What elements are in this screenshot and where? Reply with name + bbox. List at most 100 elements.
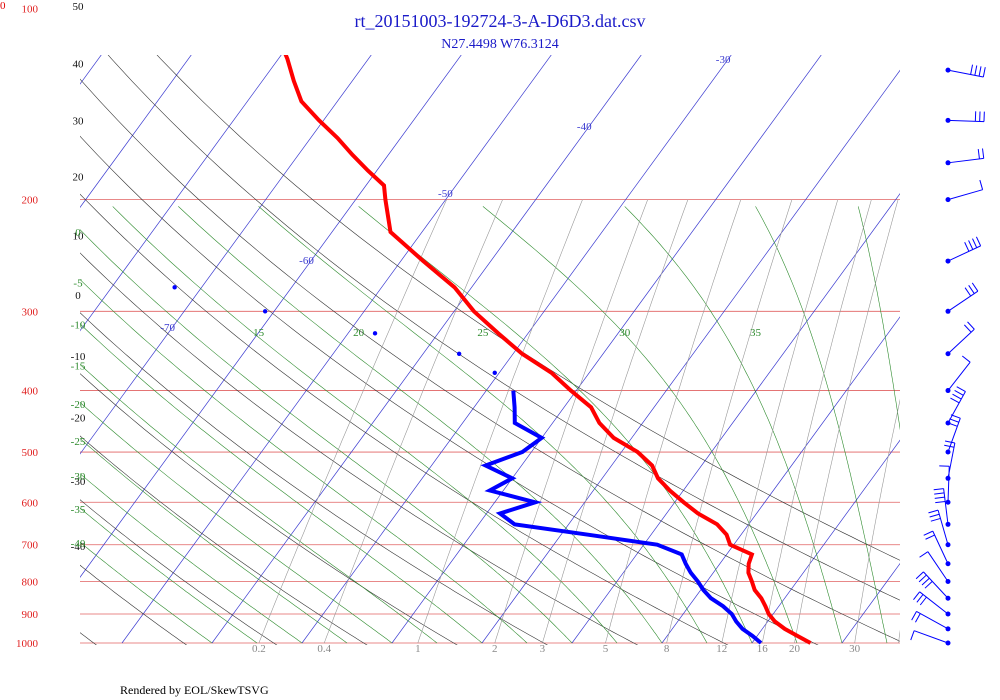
dry-adiabat-line (80, 435, 368, 645)
mixing-ratio-line (323, 199, 503, 644)
wind-barb-shaft (947, 328, 975, 355)
moist-top-label: 35 (750, 327, 762, 339)
mixing-ratio-label: 1 (415, 643, 421, 655)
dry-adiabat-line (80, 373, 458, 645)
wind-barb-shaft (947, 245, 981, 262)
wind-barb-flag (918, 574, 927, 583)
mixing-ratio-line (854, 398, 900, 644)
dewpoint-point (262, 309, 268, 314)
theta-left-label: -20 (71, 412, 86, 424)
moist-adiabat-line (80, 323, 483, 644)
isotherm-label: -50 (438, 188, 453, 200)
wind-barb-shaft (916, 610, 949, 630)
mixing-ratio-label: 20 (789, 643, 801, 655)
dewpoint-trace (480, 390, 763, 645)
moist-top-label: 30 (619, 327, 631, 339)
theta-left-label: 20 (73, 172, 85, 184)
wind-barb-flag (930, 517, 941, 522)
mixing-ratio-line (417, 199, 583, 644)
wind-barb-flag (967, 321, 975, 330)
wind-barb-flag (911, 611, 917, 621)
wind-barb-shaft (919, 591, 949, 615)
wind-barb-flag (950, 397, 960, 404)
wind-barb-flag (919, 551, 929, 558)
wind-barb-flag (961, 355, 971, 363)
isotherm-line (751, 439, 900, 644)
moist-adiabat-line (80, 279, 528, 644)
mixing-ratio-label: 8 (664, 643, 670, 655)
dewpoint-point (75, 259, 79, 263)
dry-adiabat-line (80, 78, 900, 642)
wind-barb-flag (974, 65, 978, 76)
wind-barb-flag (934, 496, 945, 499)
moist-adiabat-line (80, 507, 258, 644)
moist-adiabat-line (80, 363, 438, 644)
mixing-ratio-line (762, 199, 872, 644)
wind-barb-flag (949, 418, 960, 423)
wind-barb-flag (913, 591, 921, 600)
isotherm-line (80, 55, 372, 455)
theta-left-label: 50 (73, 1, 85, 13)
theta-left-label: 40 (73, 58, 85, 70)
wind-barb-shaft (947, 442, 956, 479)
mixing-ratio-label: 12 (716, 643, 727, 655)
wind-barb-shaft (914, 630, 949, 644)
wind-barb-flag (933, 488, 944, 491)
dry-adiabat-line (80, 193, 729, 645)
isotherm-line (80, 55, 282, 332)
pressure-label: 1000 (16, 638, 39, 650)
chart-subtitle: N27.4498 W76.3124 (441, 37, 559, 52)
moist-top-label: 15 (253, 327, 265, 339)
mixing-ratio-line (605, 199, 742, 644)
isotherm-label: -30 (716, 54, 731, 66)
dry-adiabat-line (156, 55, 900, 561)
isotherm-label: -40 (577, 121, 592, 133)
moist-adiabat-line (857, 206, 900, 431)
dry-adiabat-line (80, 564, 188, 645)
isotherm-line (80, 55, 462, 578)
wind-barb-flag (928, 509, 939, 514)
theta-left-label: 0 (75, 290, 81, 302)
temperature-point (310, 0, 314, 2)
pressure-label: 700 (22, 540, 39, 552)
moist-adiabat-line (358, 206, 753, 644)
render-credit: Rendered by EOL/SkewTSVG (120, 683, 269, 697)
pressure-label: 500 (22, 447, 39, 459)
pressure-label: 400 (22, 386, 39, 398)
dewpoint-point (172, 285, 177, 290)
moist-adiabat-line (755, 206, 888, 644)
wind-barb-shaft (947, 290, 979, 312)
mixing-ratio-label: 0.2 (252, 643, 266, 655)
wind-barb-flag (968, 240, 974, 250)
wind-barb-flag (914, 613, 921, 623)
wind-barb-shaft (947, 119, 984, 123)
moist-left-label: -25 (71, 436, 86, 448)
isotherm-line (932, 0, 1000, 643)
wind-barbs (910, 64, 986, 646)
wind-barb-shaft (947, 418, 961, 453)
chart-title: rt_20151003-192724-3-A-D6D3.dat.csv (355, 11, 646, 31)
moist-left-label: -40 (71, 538, 86, 550)
wind-barb-flag (919, 596, 927, 606)
wind-barb-flag (934, 492, 945, 495)
isotherm-line (661, 316, 900, 644)
isotherm-line (211, 55, 642, 644)
wind-barb-shaft (947, 69, 984, 78)
isotherm-line (481, 69, 900, 644)
isotherm-label: -60 (299, 255, 314, 267)
moist-left-label: -20 (71, 399, 86, 411)
wind-barb-flag (963, 324, 972, 333)
wind-barb-flag (910, 630, 915, 641)
moist-adiabat-line (112, 206, 618, 644)
mixing-ratio-label: 2 (492, 643, 498, 655)
pressure-label: 800 (22, 577, 39, 589)
moist-adiabat-line (624, 206, 843, 644)
wind-barb-flag (923, 530, 933, 536)
moist-left-label: -15 (71, 360, 86, 372)
wind-barb-shaft (932, 530, 949, 564)
wind-barb-flag (954, 390, 964, 396)
wind-barb-flag (968, 285, 975, 294)
mixing-ratio-label: 0.4 (317, 643, 331, 655)
dry-adiabat-line (80, 252, 639, 645)
